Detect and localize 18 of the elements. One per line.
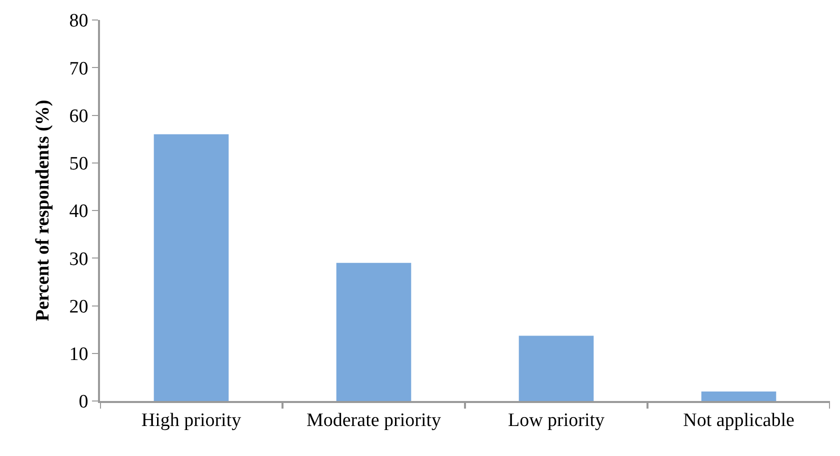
x-tick-label: Low priority	[508, 410, 606, 431]
bar	[518, 336, 594, 401]
x-tick-label: High priority	[141, 410, 242, 431]
y-tick-label: 30	[69, 248, 88, 270]
y-tick-label: 10	[69, 344, 88, 366]
bar	[336, 262, 412, 401]
bar	[701, 391, 776, 401]
y-axis-title: Percent of respondents (%)	[32, 100, 54, 322]
y-tick-label: 0	[78, 392, 88, 413]
y-tick-label: 40	[69, 201, 88, 222]
y-tick-label: 80	[69, 10, 88, 32]
x-tick-label: Not applicable	[683, 410, 794, 431]
bar	[154, 134, 229, 401]
y-tick-label: 20	[69, 296, 88, 318]
x-tick-label: Moderate priority	[306, 410, 442, 431]
y-tick-label: 70	[69, 58, 88, 80]
y-tick-label: 60	[69, 106, 88, 127]
y-tick-label: 50	[69, 154, 88, 175]
